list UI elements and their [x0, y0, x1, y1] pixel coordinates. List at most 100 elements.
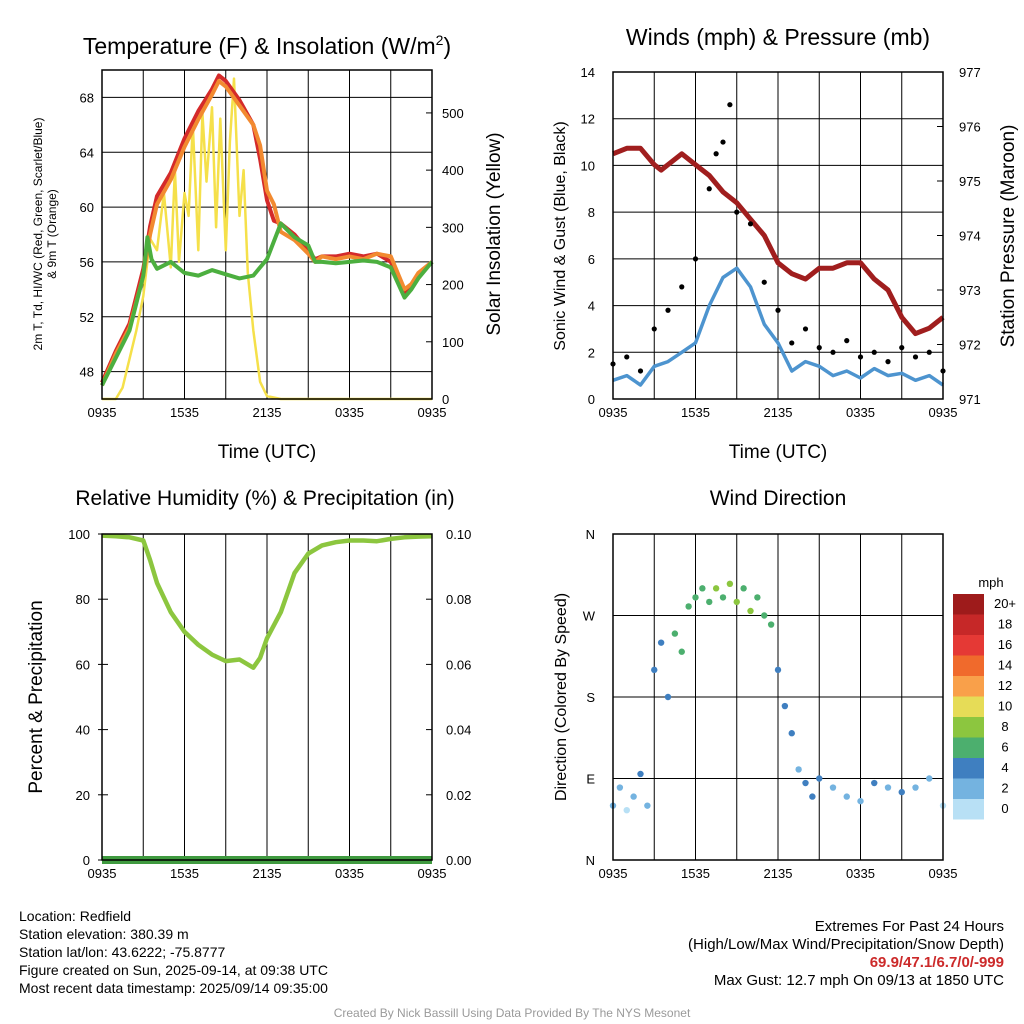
y2-tick-label: 976: [959, 120, 981, 135]
wind-ylabel-left: Sonic Wind & Gust (Blue, Black): [552, 121, 569, 350]
direction-point: [616, 784, 624, 791]
x-tick-label: 1535: [170, 866, 199, 881]
y-tick-label: N: [586, 853, 595, 868]
direction-point: [726, 580, 734, 588]
y-tick-label: E: [586, 772, 595, 787]
legend-label: 0: [1001, 801, 1008, 816]
gust-point: [734, 209, 740, 215]
gust-point: [720, 139, 726, 145]
legend-label: 18: [998, 617, 1012, 632]
y-tick-label: W: [583, 609, 596, 624]
y2-tick-label: 100: [442, 335, 464, 350]
y2-tick-label: 0.10: [446, 527, 471, 542]
x-tick-label: 1535: [170, 405, 199, 420]
x-tick-label: 0935: [929, 405, 958, 420]
rh-panel-title: Relative Humidity (%) & Precipitation (i…: [75, 487, 454, 510]
x-tick-label: 0335: [335, 866, 364, 881]
direction-point: [651, 666, 658, 674]
y-tick-label: 10: [581, 158, 595, 173]
direction-point: [781, 702, 789, 710]
temp-ylabel-line1: 2m T, Td, HI/WC (Red, Green, Scarlet/Blu…: [31, 118, 45, 351]
plot-frame: [612, 71, 944, 400]
max-gust: Max Gust: 12.7 mph On 09/13 at 1850 UTC: [713, 972, 1004, 989]
gust-point: [789, 340, 795, 346]
y-tick-label: 0: [588, 392, 595, 407]
station-latlon: Station lat/lon: 43.6222; -75.8777: [19, 944, 226, 960]
gust-point: [926, 349, 932, 355]
station-location: Location: Redfield: [19, 908, 132, 924]
gust-point: [899, 345, 905, 351]
wind-xlabel: Time (UTC): [729, 442, 828, 463]
legend-label: 2: [1001, 781, 1008, 796]
gust-point: [624, 354, 630, 360]
gust-point: [857, 354, 864, 360]
direction-point: [761, 612, 768, 619]
y2-tick-label: 0.00: [446, 853, 471, 868]
direction-point: [774, 666, 782, 674]
legend-label: 4: [1001, 760, 1008, 775]
gust-point: [665, 307, 671, 313]
x-tick-label: 0335: [846, 866, 875, 881]
legend-label: 16: [998, 637, 1012, 652]
legend-label: 8: [1001, 719, 1008, 734]
x-tick-label: 0935: [88, 866, 117, 881]
y-tick-label: 20: [76, 788, 90, 803]
dir-plot-area: 0935 1535 2135 0335 0935 N E S W N: [583, 527, 958, 881]
y-tick-label: 52: [80, 310, 94, 325]
gust-point: [706, 186, 712, 192]
direction-point: [637, 770, 644, 778]
legend-title: mph: [978, 575, 1003, 590]
y2-tick-label: 400: [442, 163, 464, 178]
direction-point: [747, 607, 754, 615]
direction-point: [692, 594, 699, 601]
rh-plot-area: 0935 1535 2135 0335 09350204060801000.000.02…: [68, 527, 471, 881]
direction-point: [802, 779, 809, 787]
y2-tick-label: 0.06: [446, 657, 471, 672]
extremes-subtitle: (High/Low/Max Wind/Precipitation/Snow De…: [688, 936, 1004, 953]
gust-point: [885, 359, 891, 365]
x-tick-label: 2135: [764, 866, 793, 881]
gust-point: [830, 349, 836, 355]
direction-point: [712, 585, 720, 592]
legend-label: 6: [1001, 740, 1008, 755]
gust-point: [727, 102, 733, 108]
x-tick-label: 0935: [599, 866, 628, 881]
station-info: Location: Redfield Station elevation: 38…: [19, 907, 328, 997]
direction-point: [699, 585, 706, 592]
plot-frame: [101, 69, 433, 400]
y-tick-label: 6: [588, 252, 595, 267]
legend-swatch: [953, 635, 984, 656]
y2-tick-label: 974: [959, 229, 981, 244]
direction-point: [816, 775, 823, 782]
direction-point: [857, 797, 864, 805]
gust-point: [761, 279, 767, 285]
gust-point: [679, 284, 685, 290]
direction-point: [685, 603, 692, 610]
y-tick-label: 48: [80, 365, 94, 380]
speed-legend: mph 20+ 18 16 14 12 10 8 6 4 2 0: [953, 575, 1016, 820]
legend-swatch: [953, 778, 984, 799]
legend-swatch: [953, 614, 984, 635]
direction-point: [843, 793, 850, 800]
figure-created: Figure created on Sun, 2025-09-14, at 09…: [19, 962, 328, 978]
x-tick-label: 2135: [253, 866, 282, 881]
direction-point: [912, 784, 919, 791]
y-tick-label: 80: [76, 592, 90, 607]
temp-ylabel-line2: & 9m T (Orange): [45, 189, 59, 279]
x-tick-label: 0935: [929, 866, 958, 881]
dir-ylabel-left: Direction (Colored By Speed): [553, 593, 570, 801]
x-tick-label: 0335: [846, 405, 875, 420]
temp-panel-title: Temperature (F) & Insolation (W/m2): [83, 32, 451, 59]
dir-panel-title: Wind Direction: [710, 487, 847, 510]
gust-point: [747, 221, 754, 227]
series-line-rh: [101, 533, 433, 670]
legend-label: 12: [998, 678, 1012, 693]
legend-swatch: [953, 737, 984, 758]
x-tick-label: 2135: [764, 405, 793, 420]
extremes-values: 69.9/47.1/6.7/0/-999: [869, 954, 1004, 971]
gust-point: [871, 349, 877, 355]
y-tick-label: 8: [588, 205, 595, 220]
extremes-block: Extremes For Past 24 Hours (High/Low/Max…: [688, 918, 1004, 990]
gust-point: [775, 307, 781, 313]
